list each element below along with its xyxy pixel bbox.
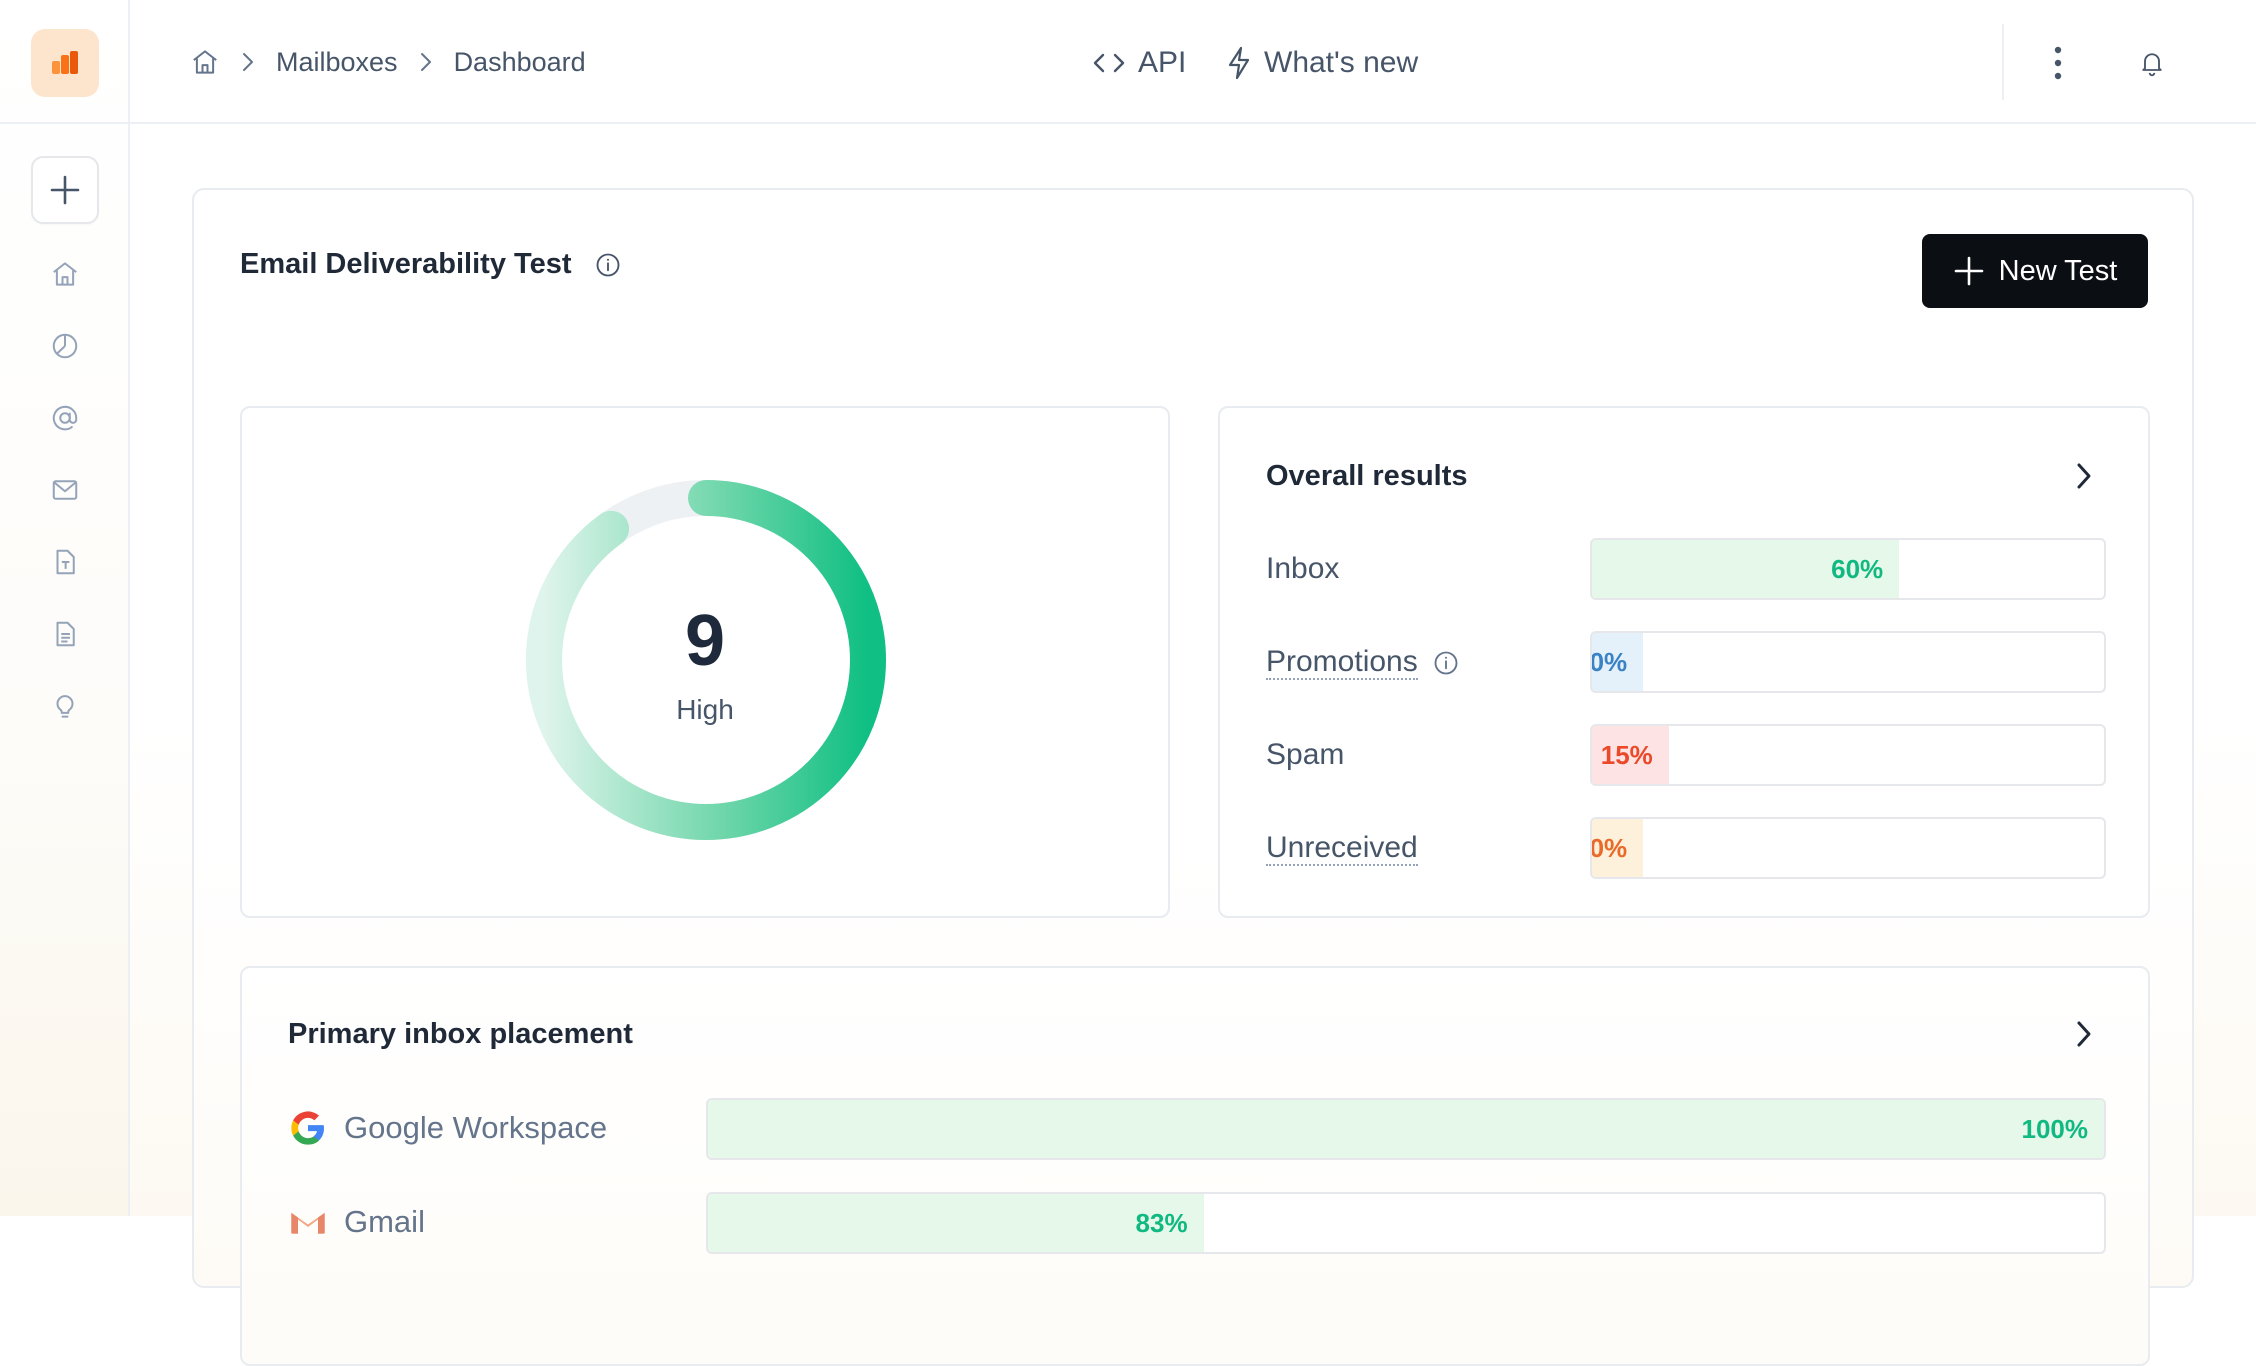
unreceived-label[interactable]: Unreceived (1266, 831, 1418, 866)
result-bar: 10% (1590, 631, 2106, 693)
whats-new-label: What's new (1264, 46, 1419, 79)
nav-analytics[interactable] (45, 326, 85, 366)
google-icon (291, 1111, 324, 1145)
provider-name: Google Workspace (344, 1110, 608, 1145)
whats-new-link[interactable]: What's new (1226, 40, 1418, 86)
file-text-icon (56, 549, 75, 575)
plus-icon (1954, 256, 1983, 286)
home-icon (53, 262, 77, 286)
result-row-spam: Spam 15% (1266, 724, 2106, 786)
inbox-label: Inbox (1266, 552, 1340, 585)
result-label: Spam (1266, 738, 1344, 772)
provider: Gmail (288, 1202, 425, 1242)
sidebar (0, 0, 130, 1216)
result-bar-fill: 60% (1592, 540, 1900, 598)
placement-bar: 100% (706, 1098, 2106, 1160)
api-label: API (1138, 46, 1187, 79)
notifications-button[interactable] (2138, 40, 2178, 86)
result-row-promotions: Promotions 10% (1266, 631, 2106, 693)
more-vertical-icon (2054, 46, 2062, 80)
document-icon (56, 621, 75, 647)
at-sign-icon (52, 405, 78, 431)
score-label: High (676, 694, 734, 725)
home-icon (193, 50, 217, 74)
nav-ideas[interactable] (45, 686, 85, 726)
overall-results-panel: Overall results Inbox 60% Promotions (1218, 406, 2150, 918)
bell-icon (2142, 53, 2162, 77)
logo-icon (52, 51, 78, 74)
result-bar: 60% (1590, 538, 2106, 600)
mail-icon (52, 480, 78, 500)
result-bar-fill: 10% (1590, 819, 1644, 877)
plus-icon (50, 175, 80, 205)
info-icon[interactable] (594, 251, 622, 279)
card-title-text: Email Deliverability Test (240, 248, 572, 280)
chevron-right-icon (416, 50, 436, 74)
topbar: Mailboxes Dashboard API What's new (130, 0, 2256, 124)
placement-bar-fill: 83% (708, 1194, 1204, 1252)
info-icon[interactable] (1432, 649, 1460, 677)
breadcrumb-home[interactable] (190, 47, 220, 77)
score-gauge (526, 480, 886, 840)
result-value: 10% (1590, 646, 1628, 677)
placement-bar-fill: 100% (708, 1100, 2104, 1158)
result-bar: 15% (1590, 724, 2106, 786)
result-value: 60% (1831, 553, 1884, 584)
score-value: 9 (684, 601, 726, 681)
result-bar-fill: 15% (1592, 726, 1669, 784)
nav-mail[interactable] (45, 470, 85, 510)
result-bar: 10% (1590, 817, 2106, 879)
nav-templates[interactable] (45, 542, 85, 582)
topbar-divider (2002, 24, 2004, 100)
main-content: Email Deliverability Test New Test (130, 126, 2256, 1366)
chevron-right-icon (2077, 1021, 2091, 1047)
overall-results-title: Overall results (1266, 460, 1468, 492)
nav-home[interactable] (45, 254, 85, 294)
pie-chart-icon (52, 333, 78, 359)
overall-results-expand[interactable] (2064, 456, 2104, 496)
placement-expand[interactable] (2064, 1014, 2104, 1054)
add-button[interactable] (31, 156, 99, 224)
result-row-unreceived: Unreceived 10% (1266, 817, 2106, 879)
result-bar-fill: 10% (1590, 633, 1644, 691)
result-label: Promotions (1266, 645, 1460, 680)
placement-value: 83% (1135, 1207, 1188, 1238)
new-test-button[interactable]: New Test (1922, 234, 2148, 308)
result-row-inbox: Inbox 60% (1266, 538, 2106, 600)
placement-row-gmail: Gmail 83% (288, 1192, 2106, 1254)
placement-title: Primary inbox placement (288, 1018, 633, 1050)
breadcrumb-mailboxes[interactable]: Mailboxes (276, 46, 398, 77)
breadcrumb-dashboard: Dashboard (453, 46, 586, 77)
promotions-label[interactable]: Promotions (1266, 645, 1418, 680)
api-link[interactable]: API (1092, 40, 1186, 86)
sidebar-header (0, 0, 128, 124)
lightning-icon (1228, 46, 1250, 80)
primary-inbox-placement-panel: Primary inbox placement Google Workspace (240, 966, 2150, 1366)
gmail-icon (291, 1212, 325, 1234)
nav-mentions[interactable] (45, 398, 85, 438)
placement-value: 100% (2021, 1113, 2089, 1144)
placement-row-google-workspace: Google Workspace 100% (288, 1098, 2106, 1160)
breadcrumb: Mailboxes Dashboard (190, 42, 586, 82)
result-label: Inbox (1266, 552, 1339, 586)
nav-reports[interactable] (45, 614, 85, 654)
lightbulb-icon (56, 695, 74, 718)
spam-label: Spam (1266, 738, 1345, 771)
provider-name: Gmail (344, 1204, 425, 1239)
score-arc (526, 480, 886, 840)
result-value: 10% (1590, 832, 1628, 863)
placement-bar: 83% (706, 1192, 2106, 1254)
deliverability-card: Email Deliverability Test New Test (192, 188, 2194, 1366)
app-logo[interactable] (31, 29, 99, 97)
score-panel: 9 High (240, 406, 1170, 918)
new-test-label: New Test (1998, 254, 2118, 287)
chevron-right-icon (238, 50, 258, 74)
more-menu-button[interactable] (2044, 40, 2084, 86)
result-value: 15% (1600, 739, 1653, 770)
chevron-right-icon (2077, 463, 2091, 489)
provider: Google Workspace (288, 1108, 607, 1148)
card-title: Email Deliverability Test (240, 248, 622, 281)
result-label: Unreceived (1266, 831, 1418, 866)
code-icon (1093, 53, 1125, 73)
